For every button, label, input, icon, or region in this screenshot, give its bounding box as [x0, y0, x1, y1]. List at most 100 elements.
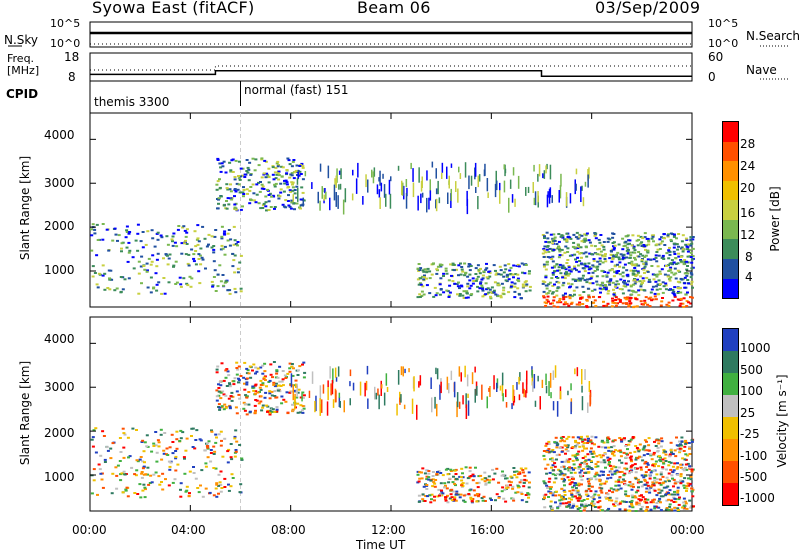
echo-pixel	[683, 458, 687, 461]
echo-pixel	[145, 434, 149, 437]
echo-pixel	[223, 233, 227, 236]
echo-pixel	[224, 280, 228, 283]
echo-pixel	[673, 267, 677, 270]
echo-pixel	[115, 474, 119, 477]
echo-pixel	[654, 256, 658, 259]
echo-pixel	[561, 495, 565, 498]
echo-pixel	[666, 275, 670, 278]
echo-pixel	[667, 498, 671, 501]
echo-pixel	[134, 239, 138, 242]
echo-pixel	[560, 487, 564, 490]
echo-pixel	[685, 274, 689, 277]
echo-pixel	[487, 291, 491, 294]
echo-pixel	[667, 480, 671, 483]
echo-pixel	[619, 278, 623, 281]
echo-pixel	[638, 455, 641, 458]
echo-pixel	[554, 494, 558, 497]
echo-pixel	[683, 507, 686, 510]
echo-pixel	[218, 162, 222, 165]
echo-pixel	[691, 236, 695, 238]
echo-pixel	[546, 256, 550, 258]
echo-pixel	[630, 460, 633, 463]
echo-pixel	[689, 467, 693, 469]
frequency-trace	[90, 70, 692, 77]
vel-cb-tick-neg25: -25	[740, 427, 760, 441]
echo-pixel	[294, 169, 298, 172]
echo-pixel	[559, 235, 563, 238]
echo-pixel	[672, 293, 676, 295]
echo-pixel	[482, 495, 486, 498]
echo-pixel	[627, 280, 630, 283]
echo-pixel	[577, 467, 581, 470]
echo-pixel	[614, 299, 618, 301]
echo-pixel	[646, 249, 650, 252]
echo-pixel	[425, 484, 429, 486]
echo-pixel	[624, 483, 628, 486]
echo-pixel	[553, 462, 557, 465]
echo-pixel	[484, 268, 488, 271]
echo-pixel	[516, 287, 520, 290]
echo-pixel	[690, 242, 694, 245]
echo-pixel	[574, 489, 578, 492]
echo-pixel	[201, 495, 205, 498]
echo-pixel	[521, 285, 525, 288]
echo-pixel	[474, 279, 478, 282]
echo-pixel	[686, 248, 690, 251]
echo-pixel	[322, 384, 325, 394]
echo-pixel	[196, 224, 200, 227]
echo-pixel	[230, 159, 234, 162]
echo-pixel	[690, 439, 694, 442]
echo-pixel	[196, 243, 200, 246]
echo-pixel	[430, 498, 433, 501]
echo-pixel	[256, 367, 260, 370]
echo-pixel	[217, 492, 220, 495]
echo-pixel	[446, 501, 450, 504]
echo-pixel	[689, 251, 693, 254]
echo-pixel	[513, 290, 517, 293]
echo-pixel	[515, 470, 519, 473]
echo-pixel	[402, 366, 404, 377]
echo-pixel	[199, 247, 203, 250]
echo-pixel	[580, 240, 584, 243]
echo-pixel	[681, 468, 685, 471]
echo-pixel	[676, 269, 680, 272]
echo-pixel	[311, 371, 314, 384]
echo-pixel	[431, 478, 435, 481]
echo-pixel	[644, 260, 648, 263]
echo-pixel	[446, 376, 449, 390]
echo-pixel	[447, 481, 451, 484]
echo-pixel	[666, 235, 670, 238]
echo-pixel	[518, 481, 522, 484]
echo-pixel	[660, 236, 663, 239]
echo-pixel	[277, 174, 281, 177]
echo-pixel	[133, 473, 137, 476]
echo-pixel	[224, 376, 228, 379]
echo-pixel	[610, 305, 614, 308]
echo-pixel	[174, 283, 178, 285]
echo-pixel	[576, 247, 580, 249]
echo-pixel	[609, 476, 613, 479]
echo-pixel	[630, 494, 634, 497]
echo-pixel	[639, 242, 643, 245]
echo-pixel	[484, 483, 488, 486]
echo-pixel	[677, 255, 681, 258]
echo-pixel	[505, 487, 508, 490]
echo-pixel	[243, 409, 247, 412]
echo-pixel	[261, 384, 265, 386]
echo-pixel	[669, 238, 673, 241]
echo-pixel	[572, 477, 575, 480]
echo-pixel	[628, 509, 632, 512]
echo-pixel	[301, 191, 305, 194]
echo-pixel	[573, 482, 577, 484]
echo-pixel	[335, 376, 338, 382]
echo-pixel	[267, 176, 271, 179]
echo-pixel	[301, 165, 305, 168]
echo-pixel	[679, 255, 683, 258]
echo-pixel	[430, 377, 432, 389]
echo-pixel	[691, 286, 694, 289]
echo-pixel	[116, 464, 120, 467]
echo-pixel	[582, 468, 586, 470]
echo-pixel	[440, 494, 444, 497]
echo-pixel	[611, 300, 615, 302]
echo-pixel	[456, 392, 459, 408]
